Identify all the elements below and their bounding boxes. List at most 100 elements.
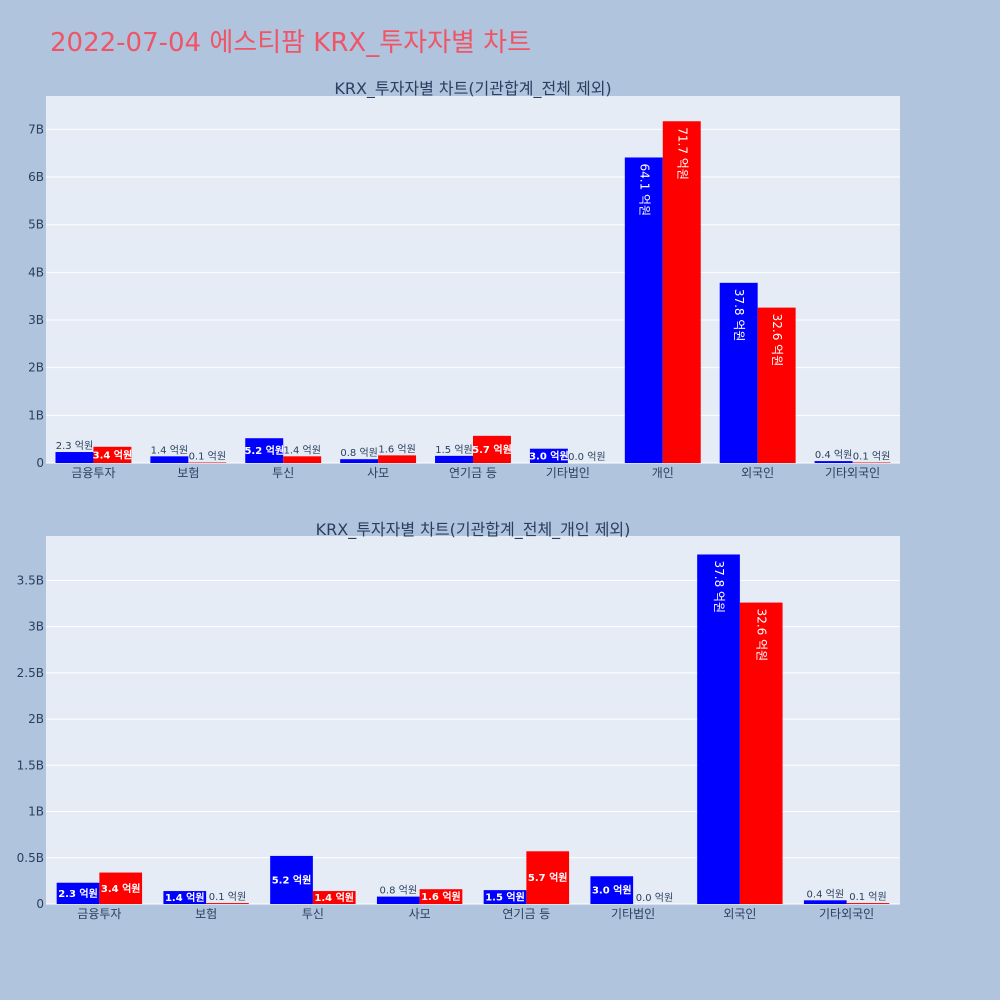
- data-label: 1.5 억원: [485, 891, 525, 904]
- data-label: 0.1 억원: [209, 891, 246, 903]
- bar: [93, 446, 132, 463]
- data-label: 0.8 억원: [340, 447, 377, 459]
- x-tick-label: 기타법인: [546, 466, 590, 480]
- bar: [419, 889, 463, 904]
- bar: [283, 456, 322, 463]
- bar: [739, 602, 783, 904]
- y-tick-label: 6B: [28, 170, 44, 184]
- data-label: 5.2 억원: [272, 873, 312, 886]
- x-tick-label: 연기금 등: [502, 907, 550, 921]
- y-tick-label: 0: [36, 456, 44, 470]
- x-tick-label: 개인: [652, 466, 674, 480]
- data-label: 5.2 억원: [244, 444, 284, 457]
- bar: [526, 851, 570, 904]
- page-title: 2022-07-04 에스티팜 KRX_투자자별 차트: [50, 28, 532, 58]
- bar: [483, 890, 527, 904]
- y-tick-label: 2B: [28, 361, 44, 375]
- data-label: 3.0 억원: [592, 884, 632, 897]
- bar: [590, 876, 634, 904]
- x-tick-label: 기타외국인: [819, 907, 874, 921]
- x-tick-label: 보험: [195, 907, 217, 921]
- data-label: 3.4 억원: [101, 882, 141, 895]
- x-tick-label: 사모: [367, 466, 389, 480]
- data-label: 1.5 억원: [435, 444, 472, 456]
- bar: [55, 452, 94, 463]
- y-tick-label: 7B: [28, 122, 44, 136]
- x-tick-label: 금융투자: [77, 907, 121, 921]
- bar: [150, 456, 189, 463]
- y-tick-label: 3B: [28, 313, 44, 327]
- data-label: 5.7 억원: [528, 871, 568, 884]
- bar: [376, 896, 420, 904]
- y-tick-label: 3.5B: [17, 573, 44, 587]
- y-tick-label: 1.5B: [17, 758, 44, 772]
- bar: [435, 455, 473, 463]
- data-label: 2.3 억원: [56, 440, 93, 452]
- x-tick-label: 외국인: [741, 466, 774, 480]
- data-label: 1.4 억원: [165, 891, 205, 904]
- data-label: 64.1 억원: [637, 163, 651, 216]
- bar: [846, 903, 890, 904]
- y-tick-label: 0: [36, 897, 44, 911]
- x-tick-label: 기타외국인: [825, 466, 880, 480]
- y-tick-label: 1B: [28, 408, 44, 422]
- bar: [803, 900, 847, 904]
- bar: [814, 461, 853, 463]
- bar: [206, 903, 249, 904]
- x-tick-label: 금융투자: [71, 466, 115, 480]
- x-tick-label: 보험: [177, 466, 199, 480]
- chart-title: KRX_투자자별 차트(기관합계_전체_개인 제외): [316, 520, 631, 540]
- data-label: 1.6 억원: [421, 890, 461, 903]
- data-label: 37.8 억원: [732, 289, 746, 342]
- data-label: 0.4 억원: [807, 888, 844, 900]
- data-label: 32.6 억원: [755, 609, 769, 662]
- bar: [697, 554, 740, 904]
- y-tick-label: 2B: [28, 712, 44, 726]
- bar: [340, 459, 379, 463]
- y-tick-label: 5B: [28, 218, 44, 232]
- bar: [99, 872, 143, 904]
- y-tick-label: 0.5B: [17, 851, 44, 865]
- x-tick-label: 연기금 등: [449, 466, 497, 480]
- x-tick-label: 외국인: [723, 907, 756, 921]
- data-label: 0.8 억원: [380, 885, 417, 897]
- data-label: 3.4 억원: [93, 448, 133, 461]
- x-tick-label: 기타법인: [611, 907, 655, 921]
- data-label: 71.7 억원: [675, 127, 689, 180]
- data-label: 0.1 억원: [849, 891, 886, 903]
- data-label: 0.1 억원: [853, 451, 890, 463]
- bar: [312, 891, 356, 904]
- y-tick-label: 2.5B: [17, 666, 44, 680]
- bar: [662, 121, 701, 463]
- bar: [270, 855, 313, 904]
- bar: [245, 438, 284, 463]
- data-label: 3.0 억원: [529, 449, 569, 462]
- data-label: 1.4 억원: [151, 444, 188, 456]
- data-label: 2.3 억원: [58, 887, 98, 900]
- bar: [757, 307, 796, 463]
- bar: [719, 282, 758, 463]
- bar: [473, 435, 511, 463]
- data-label: 37.8 억원: [712, 560, 726, 613]
- bar: [163, 891, 207, 904]
- x-tick-label: 투신: [302, 907, 324, 921]
- data-label: 32.6 억원: [770, 314, 784, 367]
- x-tick-label: 사모: [409, 907, 431, 921]
- x-tick-label: 투신: [272, 466, 294, 480]
- data-label: 0.0 억원: [636, 892, 673, 904]
- data-label: 0.0 억원: [568, 451, 605, 463]
- bar: [56, 882, 100, 904]
- data-label: 1.6 억원: [378, 443, 415, 455]
- data-label: 1.4 억원: [283, 444, 320, 456]
- y-tick-label: 4B: [28, 265, 44, 279]
- data-label: 5.7 억원: [472, 443, 512, 456]
- bar: [378, 455, 417, 463]
- y-tick-label: 3B: [28, 620, 44, 634]
- bar: [624, 157, 663, 463]
- data-label: 1.4 억원: [314, 891, 354, 904]
- bar: [529, 448, 568, 463]
- data-label: 0.4 억원: [815, 449, 852, 461]
- data-label: 0.1 억원: [189, 451, 226, 463]
